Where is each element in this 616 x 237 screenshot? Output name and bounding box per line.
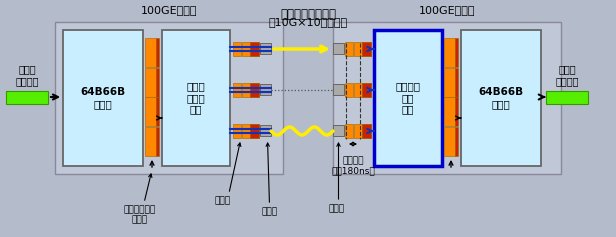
Bar: [250, 124, 259, 138]
Bar: [162, 30, 230, 166]
Bar: [145, 97, 156, 126]
Bar: [455, 97, 458, 126]
Bar: [333, 125, 344, 136]
Bar: [333, 43, 344, 54]
Bar: [455, 68, 458, 96]
Text: 64B66B
符号化: 64B66B 符号化: [81, 87, 126, 109]
Bar: [145, 68, 156, 96]
Bar: [250, 83, 259, 97]
Bar: [362, 83, 370, 97]
Bar: [461, 30, 541, 166]
Bar: [156, 68, 159, 96]
Bar: [333, 22, 561, 174]
Bar: [233, 83, 241, 97]
Bar: [241, 83, 250, 97]
Bar: [6, 91, 48, 104]
Bar: [63, 30, 143, 166]
Bar: [362, 42, 370, 56]
Bar: [260, 43, 271, 54]
Bar: [354, 83, 362, 97]
Text: レーザ: レーザ: [261, 207, 278, 216]
Bar: [546, 91, 588, 104]
Bar: [156, 97, 159, 126]
Bar: [444, 127, 455, 155]
Bar: [362, 83, 370, 97]
Bar: [250, 42, 259, 56]
Text: スキュー
（～180ns）: スキュー （～180ns）: [331, 156, 375, 175]
Bar: [333, 84, 344, 95]
Bar: [354, 42, 362, 56]
Bar: [345, 83, 353, 97]
Bar: [233, 124, 241, 138]
Text: 符号化された
データ: 符号化された データ: [124, 205, 156, 224]
Bar: [444, 97, 455, 126]
Text: 64B66B
復号化: 64B66B 復号化: [479, 87, 524, 109]
Bar: [55, 22, 283, 174]
Bar: [233, 42, 241, 56]
Bar: [362, 124, 370, 138]
Bar: [354, 124, 362, 138]
Bar: [444, 38, 455, 67]
Bar: [374, 30, 442, 166]
Bar: [455, 38, 458, 67]
Text: 受光器: 受光器: [328, 204, 344, 213]
Text: 100GE送信機: 100GE送信機: [140, 5, 197, 15]
Bar: [362, 42, 370, 56]
Text: イーサ
フレーム: イーサ フレーム: [555, 64, 579, 86]
Bar: [145, 38, 156, 67]
Text: 100GE受信機: 100GE受信機: [419, 5, 476, 15]
Bar: [345, 42, 353, 56]
Bar: [156, 127, 159, 155]
Text: マルチ
レーン
分配: マルチ レーン 分配: [187, 81, 205, 115]
Bar: [241, 42, 250, 56]
Bar: [250, 124, 259, 138]
Text: イーサ
フレーム: イーサ フレーム: [15, 64, 39, 86]
Bar: [260, 84, 271, 95]
Bar: [241, 124, 250, 138]
Bar: [145, 127, 156, 155]
Bar: [345, 124, 353, 138]
Bar: [455, 127, 458, 155]
Text: スキュー
補正
回路: スキュー 補正 回路: [395, 81, 421, 115]
Bar: [250, 83, 259, 97]
Bar: [250, 42, 259, 56]
Bar: [260, 125, 271, 136]
Bar: [156, 38, 159, 67]
Text: （10G×10レーン）: （10G×10レーン）: [269, 17, 347, 27]
Bar: [362, 124, 370, 138]
Bar: [444, 68, 455, 96]
Text: マルチレーン伝送: マルチレーン伝送: [280, 8, 336, 21]
Text: マーカ: マーカ: [215, 196, 231, 205]
